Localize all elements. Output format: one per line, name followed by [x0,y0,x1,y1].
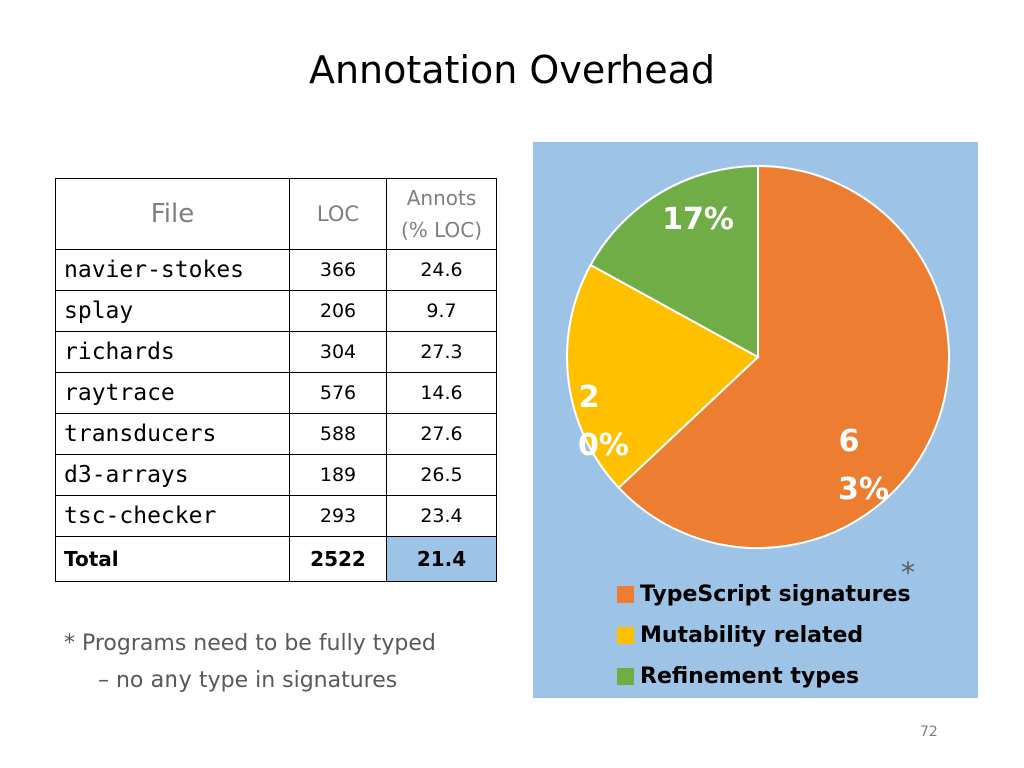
table-cell: 2522 [289,536,387,582]
footnote-line: * Programs need to be fully typed [64,631,436,656]
table-cell: d3-arrays [55,454,290,496]
legend-label: Refinement types [640,664,859,689]
legend-label: TypeScript signatures [640,582,911,607]
page-number: 72 [920,724,938,740]
table-cell: splay [55,290,290,332]
data-label: 63% [838,424,889,507]
table-cell: 26.5 [386,454,497,496]
column-header: Annots (% LOC) [386,178,497,250]
column-header: LOC [289,178,387,250]
table-cell: 24.6 [386,249,497,291]
code-word: any [150,667,192,693]
table-cell: 9.7 [386,290,497,332]
annotation: * [901,556,915,589]
table-cell: navier-stokes [55,249,290,291]
column-header: File [55,178,290,250]
table-cell: 14.6 [386,372,497,414]
table-row: richards 304 27.3 [55,331,497,373]
table-cell: 293 [289,495,387,537]
legend-swatch [617,668,634,685]
table-cell: transducers [55,413,290,455]
total-row: Total 2522 21.4 [55,536,497,582]
table-cell: raytrace [55,372,290,414]
table-cell: 27.6 [386,413,497,455]
footnote-line: – no any type in signatures [64,662,436,699]
table-cell: 206 [289,290,387,332]
table-row: navier-stokes 366 24.6 [55,249,497,291]
table-cell: 366 [289,249,387,291]
footnote: * Programs need to be fully typed – no a… [64,626,436,699]
legend-swatch [617,586,634,603]
table-cell: Total [55,536,290,582]
table-cell: richards [55,331,290,373]
pie-slice [566,263,760,490]
pie-chart: TypeScript signatures Mutability related R… [533,142,978,698]
table-cell: 576 [289,372,387,414]
table-row: transducers 588 27.6 [55,413,497,455]
table-row: tsc-checker 293 23.4 [55,495,497,537]
legend-swatch [617,627,634,644]
table-row: d3-arrays 189 26.5 [55,454,497,496]
data-label: 20% [578,380,629,463]
footnote-text: – no [98,668,144,693]
data-label: 17% [662,202,734,237]
table-cell: 588 [289,413,387,455]
table-cell: 304 [289,331,387,373]
slide-title: Annotation Overhead [308,48,716,92]
legend-label: Mutability related [640,623,863,648]
header-row: File LOC Annots (% LOC) [55,178,497,250]
pie-slice [589,164,759,359]
table-cell: 189 [289,454,387,496]
data-table: File LOC Annots (% LOC) navier-stokes 366 24.… [55,178,497,582]
table-cell: tsc-checker [55,495,290,537]
table-cell: 27.3 [386,331,497,373]
footnote-text: type in signatures [198,668,398,693]
table-row: splay 206 9.7 [55,290,497,332]
table-cell: 23.4 [386,495,497,537]
pie-slice [617,164,950,549]
table-row: raytrace 576 14.6 [55,372,497,414]
table-cell: 21.4 [386,536,497,582]
